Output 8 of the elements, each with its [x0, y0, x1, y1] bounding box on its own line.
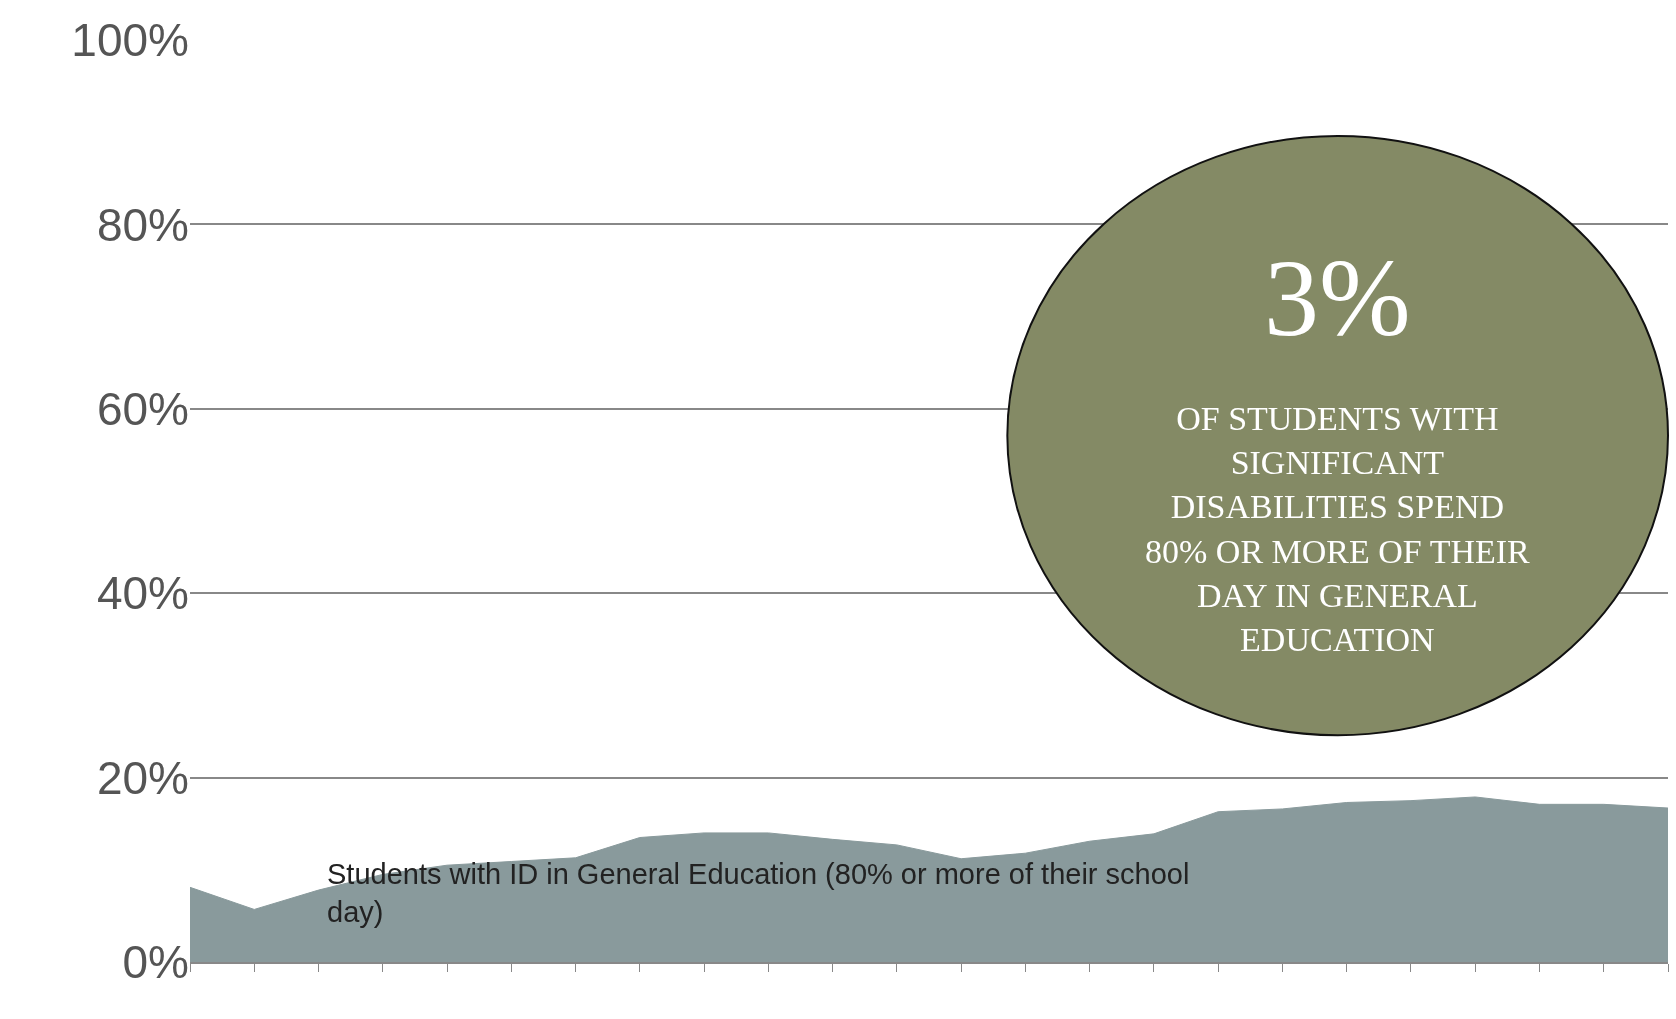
y-tick-label: 80% — [96, 198, 189, 251]
y-tick-label: 20% — [96, 751, 189, 804]
annotation: 3% — [1264, 237, 1411, 359]
annotation: OF STUDENTS WITH SIGNIFICANT DISABILITIES SPEND 80% OR MORE OF THEIR DAY IN GENERAL EDUCATION — [1145, 400, 1531, 658]
y-tick-label: 60% — [96, 382, 189, 435]
y-tick-label: 0% — [122, 936, 189, 989]
y-tick-label: 100% — [71, 14, 189, 67]
y-tick-label: 40% — [96, 567, 189, 620]
